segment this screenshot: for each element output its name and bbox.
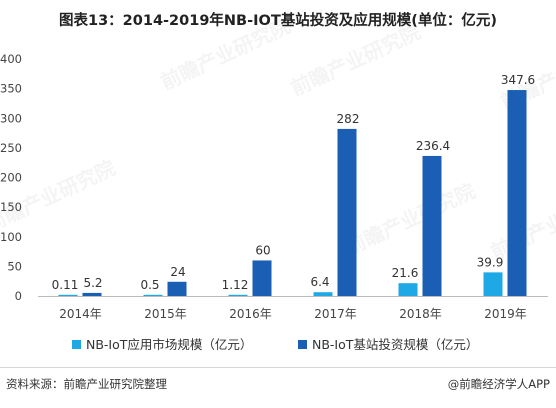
bar-base-station-investment xyxy=(507,90,527,296)
y-tick-label: 0 xyxy=(15,289,22,303)
y-tick-label: 100 xyxy=(0,230,22,244)
x-tick-label: 2015年 xyxy=(144,307,187,321)
legend-label: NB-IoT应用市场规模（亿元） xyxy=(86,337,252,352)
bar-application-market xyxy=(58,294,78,296)
bar-application-market xyxy=(483,272,503,296)
bar-base-station-investment xyxy=(337,128,357,296)
data-label: 5.2 xyxy=(83,276,102,290)
publisher-credit: @前瞻经济学人APP xyxy=(447,377,550,391)
data-label: 0.5 xyxy=(140,278,159,292)
x-tick-label: 2018年 xyxy=(399,307,442,321)
data-label: 282 xyxy=(337,112,360,126)
watermark-text: 前瞻产业研究院 xyxy=(342,179,479,260)
bar-application-market xyxy=(398,283,418,296)
y-tick-label: 200 xyxy=(0,171,22,185)
x-tick-label: 2017年 xyxy=(314,307,357,321)
x-tick-label: 2014年 xyxy=(59,307,102,321)
data-label: 39.9 xyxy=(477,255,504,269)
x-tick-label: 2016年 xyxy=(229,307,272,321)
x-tick-label: 2019年 xyxy=(484,307,527,321)
watermark-text: 前瞻产业研究院 xyxy=(287,20,424,101)
data-label: 1.12 xyxy=(222,278,249,292)
y-tick-label: 150 xyxy=(0,200,22,214)
y-tick-label: 350 xyxy=(0,82,22,96)
bar-base-station-investment xyxy=(82,292,102,296)
data-label: 347.6 xyxy=(501,73,535,87)
chart-title: 图表13：2014-2019年NB-IOT基站投资及应用规模(单位：亿元) xyxy=(59,13,497,29)
data-label: 0.11 xyxy=(52,278,79,292)
legend-label: NB-IoT基站投资规模（亿元） xyxy=(312,337,478,352)
y-tick-label: 50 xyxy=(7,259,22,273)
bar-application-market xyxy=(228,294,248,296)
bar-base-station-investment xyxy=(422,155,442,296)
watermark-text: 前瞻产业研究院 xyxy=(0,156,119,237)
y-tick-label: 400 xyxy=(0,52,22,66)
data-label: 236.4 xyxy=(416,139,450,153)
bar-application-market xyxy=(313,292,333,296)
bar-application-market xyxy=(143,294,163,296)
y-tick-label: 300 xyxy=(0,111,22,125)
data-label: 6.4 xyxy=(310,275,329,289)
legend-swatch xyxy=(72,340,81,349)
data-label: 24 xyxy=(170,265,185,279)
bar-base-station-investment xyxy=(252,260,272,296)
y-tick-label: 250 xyxy=(0,141,22,155)
data-label: 21.6 xyxy=(392,266,419,280)
footer-divider xyxy=(0,367,556,368)
data-label: 60 xyxy=(255,243,270,257)
bar-base-station-investment xyxy=(167,281,187,296)
source-note: 资料来源：前瞻产业研究院整理 xyxy=(6,377,167,391)
legend-swatch xyxy=(298,340,307,349)
watermark-text: 前瞻产业研究院 xyxy=(157,14,294,95)
